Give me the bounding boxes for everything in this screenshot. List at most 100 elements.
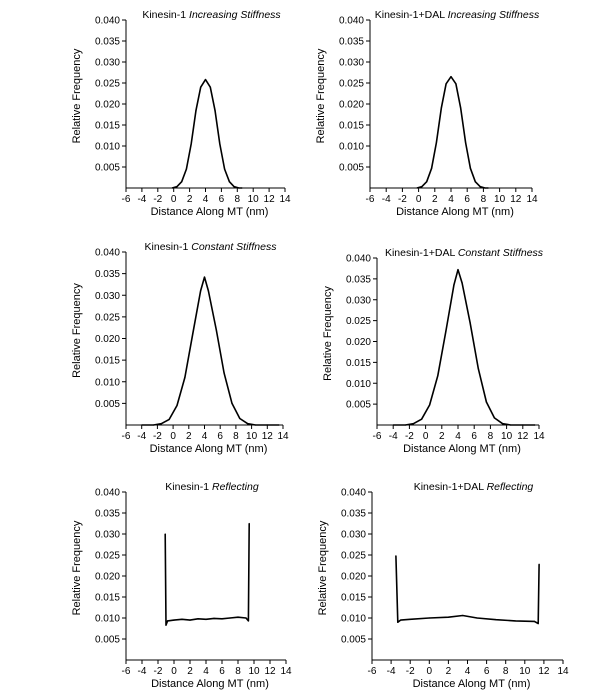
y-tick-label: 0.035 bbox=[339, 37, 364, 48]
data-point bbox=[537, 622, 539, 625]
y-tick-label: 0.010 bbox=[339, 142, 364, 153]
data-point bbox=[474, 181, 476, 183]
data-point bbox=[207, 290, 209, 292]
data-point bbox=[469, 322, 471, 324]
y-tick-label: 0.030 bbox=[341, 530, 366, 541]
y-tick-label: 0.010 bbox=[341, 614, 366, 625]
data-point bbox=[409, 618, 411, 620]
x-axis-label: Distance Along MT (nm) bbox=[396, 206, 514, 218]
data-point bbox=[241, 187, 243, 189]
data-point bbox=[416, 187, 418, 189]
data-point bbox=[165, 624, 167, 626]
data-point bbox=[431, 167, 433, 169]
x-tick-label: 2 bbox=[187, 666, 193, 677]
panel-title: Kinesin-1+DAL Constant Stiffness bbox=[385, 247, 544, 259]
x-tick-label: 8 bbox=[481, 194, 487, 205]
data-point bbox=[152, 424, 155, 426]
data-point bbox=[231, 402, 233, 404]
data-point bbox=[538, 563, 540, 565]
x-tick-label: 14 bbox=[526, 194, 538, 205]
data-point bbox=[176, 404, 178, 407]
x-tick-label: 10 bbox=[246, 431, 258, 442]
data-point bbox=[485, 401, 487, 403]
data-point bbox=[495, 619, 497, 621]
x-tick-label: 10 bbox=[494, 194, 506, 205]
panel-title-italic: Increasing Stiffness bbox=[189, 9, 281, 21]
data-point bbox=[435, 142, 437, 144]
y-tick-label: 0.025 bbox=[346, 316, 371, 327]
data-point bbox=[476, 617, 478, 619]
data-point bbox=[238, 187, 240, 189]
x-tick-label: -4 bbox=[137, 431, 146, 442]
data-point bbox=[219, 143, 221, 145]
data-point bbox=[205, 618, 207, 620]
x-tick-label: 6 bbox=[217, 431, 223, 442]
x-tick-label: -2 bbox=[154, 666, 163, 677]
panel-title-italic: Constant Stiffness bbox=[458, 247, 544, 259]
x-tick-label: 8 bbox=[235, 194, 241, 205]
data-point bbox=[462, 614, 464, 617]
x-tick-label: 12 bbox=[264, 666, 276, 677]
x-axis-label: Distance Along MT (nm) bbox=[413, 678, 531, 690]
y-tick-label: 0.035 bbox=[346, 274, 371, 285]
x-tick-label: -6 bbox=[373, 431, 382, 442]
data-point bbox=[426, 181, 428, 183]
x-tick-label: -6 bbox=[122, 666, 131, 677]
panel-title-italic: Reflecting bbox=[212, 481, 259, 493]
data-point bbox=[237, 616, 239, 618]
chart-panel: -6 -4 -2 0 2 4 6 8 10 12 14 0.005 0.010 0.015 0.020 0.0… bbox=[71, 241, 289, 455]
y-tick-label: 0.040 bbox=[95, 16, 120, 27]
panel-title-italic: Constant Stiffness bbox=[191, 241, 277, 253]
x-axis-label: Distance Along MT (nm) bbox=[150, 443, 268, 455]
y-tick-label: 0.030 bbox=[95, 58, 120, 69]
panel-title-italic: Increasing Stiffness bbox=[448, 9, 540, 21]
x-tick-label: 6 bbox=[484, 666, 490, 677]
panel-title-main: Kinesin-1 bbox=[142, 9, 186, 21]
x-tick-label: 14 bbox=[280, 666, 292, 677]
data-point bbox=[395, 555, 397, 557]
data-point bbox=[200, 290, 202, 292]
data-point bbox=[192, 333, 194, 335]
x-tick-label: 10 bbox=[248, 666, 260, 677]
x-tick-label: -4 bbox=[138, 666, 147, 677]
x-tick-label: 2 bbox=[187, 194, 193, 205]
data-point bbox=[453, 284, 455, 286]
y-tick-label: 0.020 bbox=[95, 334, 120, 345]
data-point bbox=[460, 107, 462, 109]
x-tick-label: -6 bbox=[122, 431, 131, 442]
data-point bbox=[266, 424, 268, 426]
y-axis-label: Relative Frequency bbox=[322, 286, 334, 381]
y-tick-label: 0.020 bbox=[346, 337, 371, 348]
data-point bbox=[447, 616, 449, 618]
y-tick-label: 0.030 bbox=[346, 295, 371, 306]
panel-title-italic: Reflecting bbox=[487, 481, 534, 493]
y-tick-label: 0.040 bbox=[95, 248, 120, 259]
y-tick-label: 0.030 bbox=[339, 58, 364, 69]
x-tick-label: -6 bbox=[368, 666, 377, 677]
x-tick-label: 12 bbox=[538, 666, 550, 677]
y-tick-label: 0.015 bbox=[95, 121, 120, 132]
x-tick-label: 8 bbox=[503, 666, 509, 677]
y-tick-label: 0.020 bbox=[341, 572, 366, 583]
data-point bbox=[223, 372, 225, 374]
data-point bbox=[229, 617, 231, 619]
panel-title-main: Kinesin-1 bbox=[165, 481, 209, 493]
data-point bbox=[477, 368, 479, 370]
y-tick-label: 0.040 bbox=[346, 254, 371, 265]
y-axis-label: Relative Frequency bbox=[71, 520, 83, 615]
x-axis-label: Distance Along MT (nm) bbox=[403, 443, 521, 455]
y-tick-label: 0.025 bbox=[341, 551, 366, 562]
data-point bbox=[510, 424, 512, 426]
y-tick-label: 0.005 bbox=[95, 399, 120, 410]
panel-title: Kinesin-1 Reflecting bbox=[165, 481, 259, 493]
data-point bbox=[197, 618, 199, 620]
series-line bbox=[171, 78, 243, 189]
x-tick-label: 14 bbox=[277, 431, 289, 442]
data-point bbox=[200, 86, 202, 88]
y-tick-label: 0.025 bbox=[95, 551, 120, 562]
panel-title-main: Kinesin-1 bbox=[145, 241, 189, 253]
x-tick-label: 6 bbox=[219, 666, 225, 677]
x-tick-label: 4 bbox=[448, 194, 454, 205]
data-point bbox=[224, 168, 226, 170]
x-tick-label: 10 bbox=[519, 666, 531, 677]
